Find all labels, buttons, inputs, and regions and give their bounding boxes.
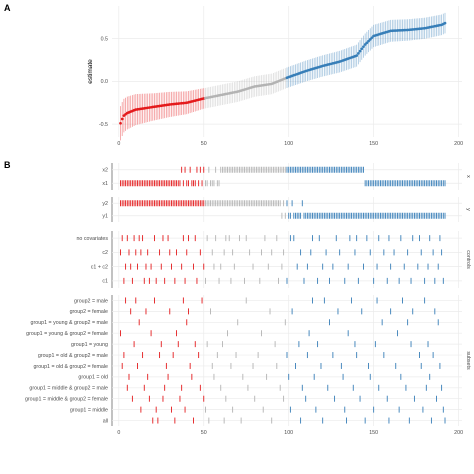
specification-x-tick-labels: 0 50 100 150 200 [117,430,463,436]
y-tick-label: -0.5 [99,122,108,128]
estimate-point [443,21,447,25]
estimate-point [358,49,362,53]
row-label: group1 = old & group2 = female [33,364,108,370]
estimate-point [367,39,370,43]
x-tick-label: 150 [369,141,378,147]
estimate-point [365,41,369,45]
y-tick-label: 0.5 [101,36,108,42]
row-label: group2 = male [74,298,108,304]
specification-marks [120,166,446,424]
x-tick-label: 200 [454,430,463,436]
estimate-x-tick-labels: 0 50 100 150 200 [117,141,463,147]
x-tick-label: 150 [369,430,378,436]
y-axis-title: estimate [87,59,94,84]
x-tick-label: 50 [201,430,207,436]
x-tick-label: 0 [117,141,120,147]
specification-row-labels: x2 x1 y2 y1 no covariates c2 c1 + c2 c1 group2 =… [25,168,108,425]
estimate-point [362,45,365,49]
x-tick-label: 50 [201,141,207,147]
facet-strip-label: controls [465,250,471,269]
estimate-point [355,54,359,58]
estimate-point [357,52,360,55]
estimate-curve-panel: -0.5 0.0 0.5 0 50 100 150 200 estimate [87,6,463,147]
row-label: c1 [102,279,108,285]
facet-strip-label: subsets [465,351,471,370]
row-label: group1 = middle & group2 = female [25,397,108,403]
specification-matrix-panel: x2 x1 y2 y1 no covariates c2 c1 + c2 c1 group2 =… [25,163,471,436]
panel-a-letter: A [4,3,11,13]
x-tick-label: 100 [284,430,293,436]
row-label: group1 = old [78,375,108,381]
row-label: y2 [102,201,108,207]
estimate-point [360,47,364,51]
estimate-y-tick-labels: -0.5 0.0 0.5 [99,36,108,128]
x-tick-label: 0 [117,430,120,436]
facet-strip-label: x [465,175,471,178]
row-label: group1 = old & group2 = male [38,353,108,359]
estimate-plot-area [112,6,462,137]
row-label: group1 = young & group2 = female [26,331,108,337]
estimate-point [370,36,374,40]
facet-strip-labels: x y controls subsets [465,175,471,370]
row-label: group1 = middle & group2 = male [29,386,108,392]
row-label: group2 = female [70,309,108,315]
estimate-point [119,121,122,125]
row-label: no covariates [76,236,108,242]
row-label: group1 = middle [70,407,108,413]
estimate-points [119,21,447,125]
estimate-point [120,117,124,121]
row-label: all [103,418,108,424]
estimate-gridlines [112,6,462,137]
estimate-point [368,38,372,41]
facet-strip-label: y [465,208,471,211]
x-tick-label: 100 [284,141,293,147]
row-label: x1 [102,181,108,187]
estimate-point [363,43,367,46]
x-tick-label: 200 [454,141,463,147]
row-label: x2 [102,168,108,174]
row-label: group1 = young [71,342,108,348]
panel-b-letter: B [4,160,11,170]
row-label: c2 [102,250,108,256]
row-label: group1 = young & group2 = male [31,320,109,326]
row-label: y1 [102,214,108,220]
y-tick-label: 0.0 [101,79,108,85]
row-label: c1 + c2 [91,264,108,270]
